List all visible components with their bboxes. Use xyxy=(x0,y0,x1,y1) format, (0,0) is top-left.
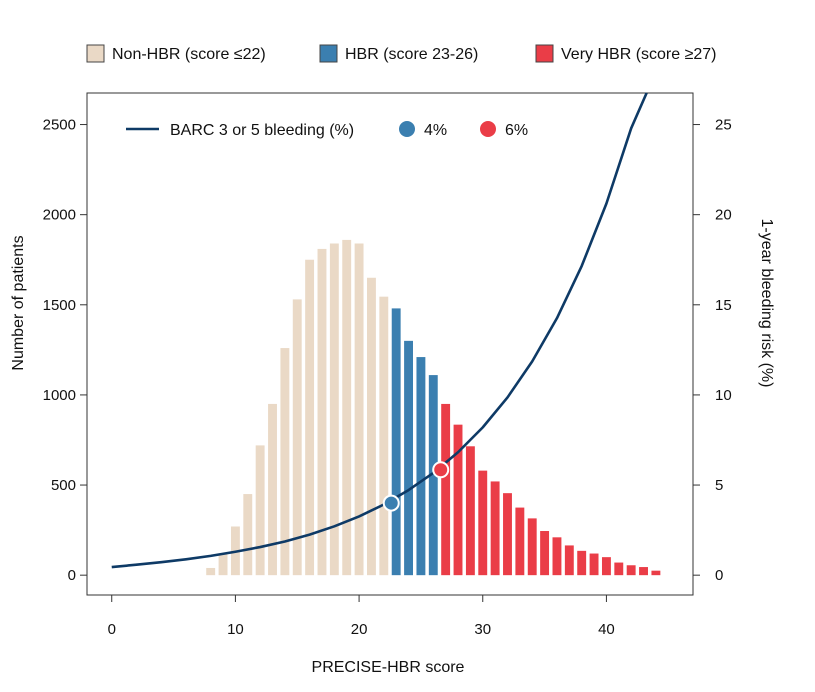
y-left-tick-label-1000: 1000 xyxy=(43,387,76,404)
line-layer xyxy=(111,92,648,569)
y-left-axis-title: Number of patients xyxy=(10,235,27,370)
bar-score-32 xyxy=(503,493,512,576)
legend-marker-4pct xyxy=(399,121,415,137)
bar-score-40 xyxy=(601,557,611,576)
bar-score-39 xyxy=(589,553,599,576)
legend-marker-4pct-label: 4% xyxy=(424,122,447,139)
bar-score-38 xyxy=(577,550,587,576)
markers-layer xyxy=(382,461,450,512)
bar-score-19 xyxy=(342,239,352,576)
bar-score-18 xyxy=(329,243,339,576)
bar-score-33 xyxy=(515,507,525,576)
legend-swatch-hbr xyxy=(319,44,338,63)
y-right-tick-label-15: 15 xyxy=(715,297,732,314)
bar-score-23 xyxy=(391,308,401,576)
y-left-axis: 0 500 1000 1500 2000 2500 xyxy=(43,117,87,584)
bar-score-22 xyxy=(379,296,389,576)
bar-score-30 xyxy=(478,470,488,576)
bar-score-43 xyxy=(639,567,648,576)
x-axis: 0 10 20 30 40 xyxy=(108,595,615,638)
risk-marker-6pct xyxy=(432,461,450,479)
legend-label-very-hbr: Very HBR (score ≥27) xyxy=(561,46,717,63)
bar-score-34 xyxy=(527,518,537,576)
bar-score-42 xyxy=(626,565,636,576)
bar-score-12 xyxy=(255,445,265,576)
legend-item-hbr: HBR (score 23-26) xyxy=(319,44,478,63)
bar-score-41 xyxy=(614,562,624,576)
bar-score-35 xyxy=(540,531,550,576)
y-left-tick-label-1500: 1500 xyxy=(43,297,76,314)
top-legend: Non-HBR (score ≤22) HBR (score 23-26) Ve… xyxy=(86,44,717,63)
bar-score-25 xyxy=(416,357,426,576)
legend-swatch-non-hbr xyxy=(86,44,105,63)
x-tick-label-0: 0 xyxy=(108,621,116,638)
y-right-tick-label-20: 20 xyxy=(715,207,732,224)
x-tick-label-40: 40 xyxy=(598,621,615,638)
y-right-axis-title: 1-year bleeding risk (%) xyxy=(758,219,775,388)
bar-score-24 xyxy=(404,340,413,576)
legend-marker-6pct-label: 6% xyxy=(505,122,528,139)
bar-score-27 xyxy=(441,403,451,576)
y-right-tick-label-5: 5 xyxy=(715,477,723,494)
bar-score-44 xyxy=(651,570,661,576)
y-right-tick-label-25: 25 xyxy=(715,117,732,134)
plot-frame xyxy=(86,92,694,596)
y-left-tick-label-2500: 2500 xyxy=(43,117,76,134)
bar-score-20 xyxy=(354,243,364,576)
bleeding-risk-line xyxy=(111,92,648,569)
bar-score-17 xyxy=(317,248,327,576)
legend-label-non-hbr: Non-HBR (score ≤22) xyxy=(112,46,266,63)
bar-score-11 xyxy=(243,494,253,576)
legend-item-non-hbr: Non-HBR (score ≤22) xyxy=(86,44,266,63)
bar-score-13 xyxy=(268,403,277,576)
y-right-axis: 0 5 10 15 20 25 xyxy=(693,117,732,584)
inner-legend: BARC 3 or 5 bleeding (%) 4% 6% xyxy=(126,121,528,139)
x-axis-title: PRECISE-HBR score xyxy=(312,659,465,676)
bar-score-8 xyxy=(206,567,216,576)
legend-line-label: BARC 3 or 5 bleeding (%) xyxy=(170,122,354,139)
y-right-tick-label-10: 10 xyxy=(715,387,732,404)
bar-score-16 xyxy=(305,259,315,576)
bar-score-28 xyxy=(453,424,463,576)
bars-layer xyxy=(206,239,661,576)
bar-score-29 xyxy=(465,446,475,576)
bar-score-14 xyxy=(280,348,290,576)
legend-marker-6pct xyxy=(480,121,496,137)
x-tick-label-20: 20 xyxy=(351,621,368,638)
x-tick-label-10: 10 xyxy=(227,621,244,638)
x-tick-label-30: 30 xyxy=(474,621,491,638)
bar-score-31 xyxy=(490,481,500,576)
legend-label-hbr: HBR (score 23-26) xyxy=(345,46,478,63)
bar-score-9 xyxy=(218,554,228,576)
y-left-tick-label-0: 0 xyxy=(68,567,76,584)
bar-score-37 xyxy=(564,545,574,576)
y-left-tick-label-500: 500 xyxy=(51,477,76,494)
y-right-tick-label-0: 0 xyxy=(715,567,723,584)
bar-score-15 xyxy=(292,299,302,576)
risk-marker-4pct xyxy=(382,494,400,512)
y-left-tick-label-2000: 2000 xyxy=(43,207,76,224)
legend-swatch-very-hbr xyxy=(535,44,554,63)
bar-score-36 xyxy=(552,537,562,576)
bar-score-26 xyxy=(428,375,438,576)
bar-score-21 xyxy=(367,277,376,576)
legend-item-very-hbr: Very HBR (score ≥27) xyxy=(535,44,717,63)
